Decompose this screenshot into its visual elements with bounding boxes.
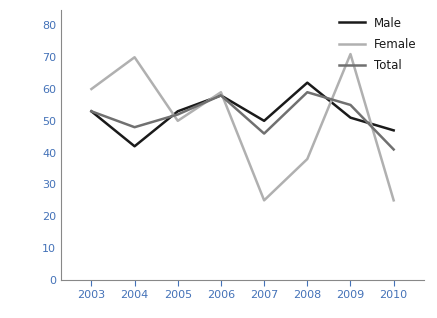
Male [132, 144, 137, 148]
Male [348, 116, 353, 120]
Total [261, 132, 267, 135]
Female [348, 52, 353, 56]
Total [218, 93, 224, 97]
Female [218, 90, 224, 94]
Total [89, 109, 94, 113]
Male [218, 93, 224, 97]
Female [132, 55, 137, 59]
Total [132, 125, 137, 129]
Female [391, 198, 396, 202]
Total [348, 103, 353, 107]
Line: Total: Total [91, 92, 394, 149]
Male [261, 119, 267, 123]
Female [261, 198, 267, 202]
Male [391, 128, 396, 132]
Total [391, 148, 396, 151]
Total [305, 90, 310, 94]
Male [175, 109, 180, 113]
Legend: Male, Female, Total: Male, Female, Total [334, 12, 422, 77]
Female [89, 87, 94, 91]
Male [305, 81, 310, 85]
Male [89, 109, 94, 113]
Line: Female: Female [91, 54, 394, 200]
Female [305, 157, 310, 161]
Line: Male: Male [91, 83, 394, 146]
Female [175, 119, 180, 123]
Total [175, 113, 180, 116]
